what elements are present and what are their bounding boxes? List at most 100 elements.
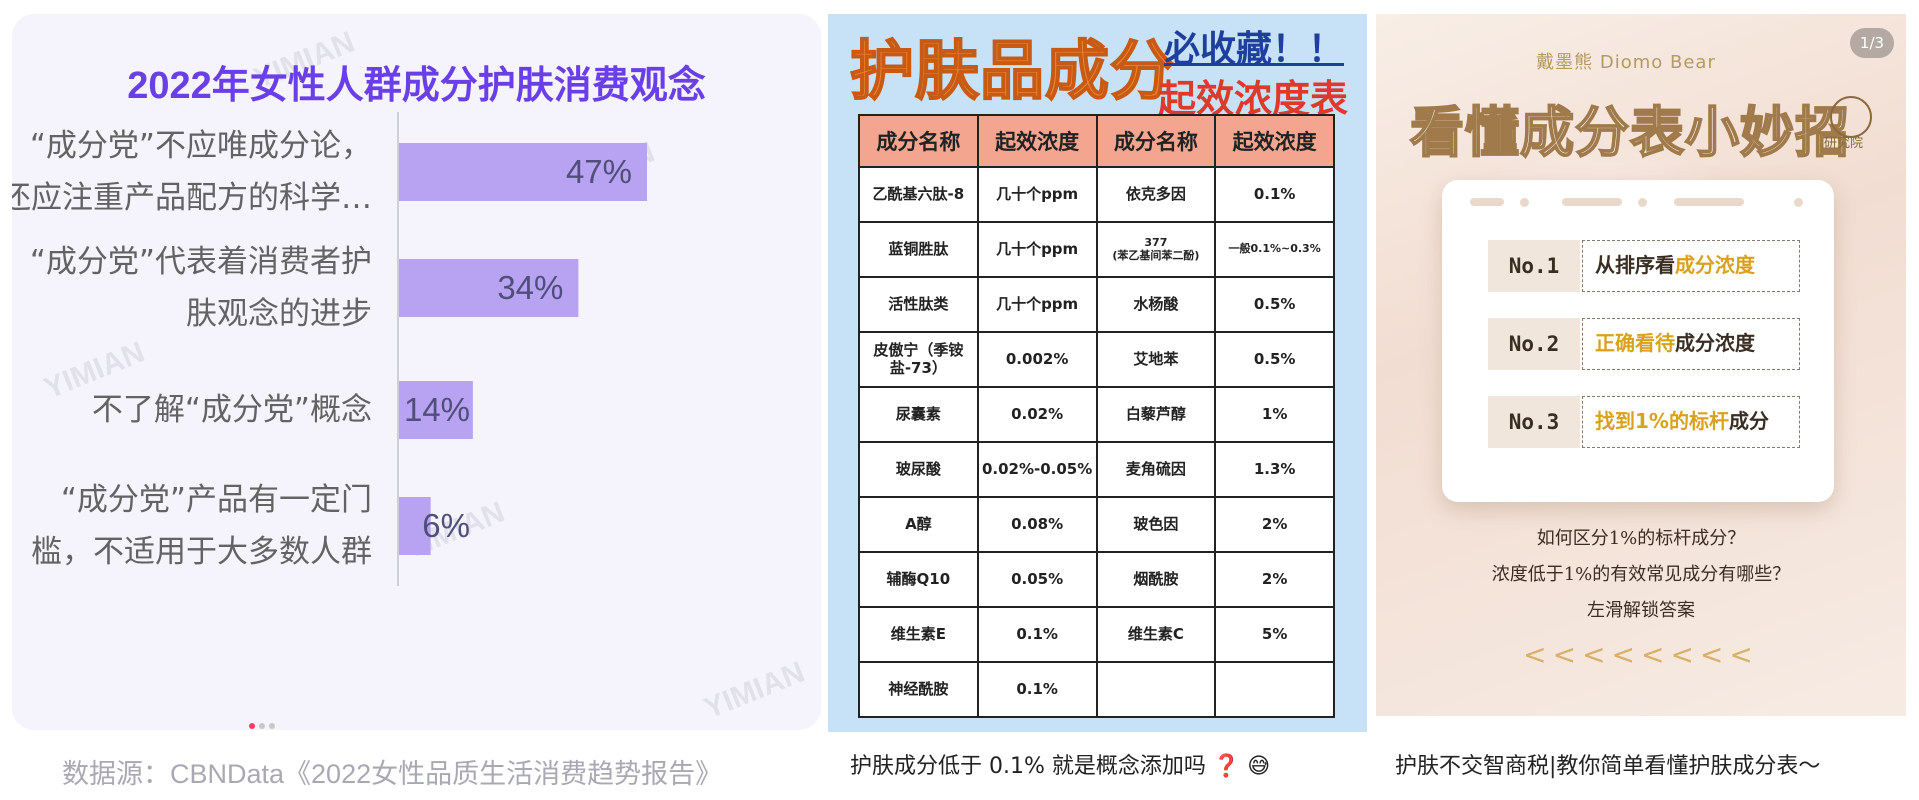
bar-value-label: 14% [404,391,470,428]
bar-chart: 47% “成分党”不应唯成分论， 还应注重产品配方的科学… 34% “成分党”代表着消费… [12,112,647,586]
table-header: 起效浓度 [976,114,1098,168]
tip-number: No.1 [1488,240,1580,292]
carousel-pager[interactable] [247,714,277,729]
table-cell: 乙酰基六肽-8 [858,166,979,223]
table-cell: 0.1% [976,661,1098,718]
question-text: 如何区分1%的标杆成分？ [1536,528,1746,549]
category-label: 肤观念的进步 [186,296,372,332]
table-cell: 活性肽类 [858,276,979,333]
ingredient-table: 成分名称 起效浓度 成分名称 起效浓度 乙酰基六肽-8 几十个ppm 依克多因 0.1… [858,114,1335,718]
chart-title: 2022年女性人群成分护肤消费观念 [127,65,706,107]
tips-poster: 1/3 戴墨熊 Diomo Bear 看懂成分表小妙招 研究院 No.1 从排序… [1376,14,1906,716]
table-row: 活性肽类 几十个ppm 水杨酸 0.5% [858,276,1335,333]
table-cell: 0.5% [1214,331,1335,388]
table-row: 维生素E 0.1% 维生素C 5% [858,606,1335,663]
category-label: “成分党”代表着消费者护 [30,244,372,280]
tip-number: No.2 [1488,318,1580,370]
table-header-row: 成分名称 起效浓度 成分名称 起效浓度 [858,114,1335,168]
table-header: 成分名称 [858,114,979,168]
table-cell: 辅酶Q10 [858,551,979,608]
table-cell: A醇 [858,496,979,553]
bar [399,381,473,439]
table-cell: 蓝铜胜肽 [858,221,979,278]
table-cell: 几十个ppm [976,276,1098,333]
table-header: 成分名称 [1095,114,1217,168]
card-decoration [1638,198,1647,207]
chart-panel: YIMIAN YIMIAN YIMIAN YIMIAN YIMIAN 2022年… [12,14,821,730]
table-row: 玻尿酸 0.02%-0.05% 麦角硫因 1.3% [858,441,1335,498]
table-cell: 0.002% [976,331,1098,388]
table-header: 起效浓度 [1214,114,1335,168]
table-cell [1095,661,1217,718]
page-indicator: 1/3 [1850,28,1894,58]
bar [399,259,579,317]
table-cell: 1% [1214,386,1335,443]
category-label: 槛，不适用于大多数人群 [31,534,372,570]
pager-dot[interactable] [269,723,275,729]
poster-tag: 必收藏！！ [1164,29,1345,70]
table-cell: 0.1% [1214,166,1335,223]
tip-item: No.2 正确看待成分浓度 [1488,318,1800,370]
table-cell: 玻色因 [1095,496,1217,553]
table-cell: 0.02% [976,386,1098,443]
question-text: 左滑解锁答案 [1587,600,1695,621]
table-row: 尿囊素 0.02% 白藜芦醇 1% [858,386,1335,443]
table-row: 蓝铜胜肽 几十个ppm 377 (苯乙基间苯二酚) 一般0.1%~0.3% [858,221,1335,278]
tips-card: No.1 从排序看成分浓度 No.2 正确看待成分浓度 No.3 找到1%的标杆… [1442,180,1834,502]
table-cell: 2% [1214,551,1335,608]
table-cell: 水杨酸 [1095,276,1217,333]
table-cell: 尿囊素 [858,386,979,443]
table-row: 乙酰基六肽-8 几十个ppm 依克多因 0.1% [858,166,1335,223]
table-cell: 0.02%-0.05% [976,441,1098,498]
card-decoration [1520,198,1529,207]
bar [399,497,431,555]
table-cell: 377 (苯乙基间苯二酚) [1095,221,1217,278]
card-decoration [1674,198,1744,206]
pager-dot[interactable] [259,723,265,729]
table-row: 神经酰胺 0.1% [858,661,1335,718]
table-cell: 依克多因 [1095,166,1217,223]
bar-value-label: 34% [497,269,563,306]
category-label: 不了解“成分党”概念 [92,392,372,428]
swipe-left-arrows-icon[interactable]: <<<<<<<< [1523,638,1759,671]
table-cell: 5% [1214,606,1335,663]
table-cell: 白藜芦醇 [1095,386,1217,443]
table-row: 皮傲宁（季铵盐-73） 0.002% 艾地苯 0.5% [858,331,1335,388]
table-cell: 1.3% [1214,441,1335,498]
tip-text: 找到1%的标杆成分 [1582,396,1800,448]
data-source: 数据源：CBNData《2022女性品质生活消费趋势报告》 [62,759,723,789]
category-label: “成分党”不应唯成分论， [30,128,372,164]
poster-title: 看懂成分表小妙招 [1409,100,1850,165]
category-label: “成分党”产品有一定门 [61,482,372,518]
table-cell: 一般0.1%~0.3% [1214,221,1335,278]
table-cell: 0.1% [976,606,1098,663]
table-cell: 皮傲宁（季铵盐-73） [858,331,979,388]
post-caption[interactable]: 护肤成分低于 0.1% 就是概念添加吗 ❓ 😅 [850,754,1271,779]
table-cell: 烟酰胺 [1095,551,1217,608]
table-cell: 几十个ppm [976,221,1098,278]
post-caption[interactable]: 护肤不交智商税|教你简单看懂护肤成分表～ [1395,754,1821,779]
table-cell: 玻尿酸 [858,441,979,498]
poster-title: 护肤品成分 [849,34,1175,110]
card-decoration [1470,198,1504,206]
bar [399,143,647,201]
tip-text: 正确看待成分浓度 [1582,318,1800,370]
category-label: 还应注重产品配方的科学… [12,180,372,216]
table-cell: 维生素E [858,606,979,663]
question-text: 浓度低于1%的有效常见成分有哪些？ [1491,564,1791,585]
table-cell: 0.08% [976,496,1098,553]
card-decoration [1562,198,1622,206]
lab-logo-icon [1830,96,1872,138]
pager-dot[interactable] [249,723,255,729]
lab-label: 研究院 [1824,136,1864,151]
bar-value-label: 6% [422,507,470,544]
table-cell: 艾地苯 [1095,331,1217,388]
table-cell: 几十个ppm [976,166,1098,223]
tip-item: No.3 找到1%的标杆成分 [1488,396,1800,448]
tip-text: 从排序看成分浓度 [1582,240,1800,292]
tip-item: No.1 从排序看成分浓度 [1488,240,1800,292]
poster-subtitle: 起效浓度表 [1158,77,1349,121]
table-cell: 2% [1214,496,1335,553]
ingredient-table-poster: 护肤品成分 必收藏！！ 起效浓度表 成分名称 起效浓度 成分名称 起效浓度 乙酰… [828,14,1367,732]
